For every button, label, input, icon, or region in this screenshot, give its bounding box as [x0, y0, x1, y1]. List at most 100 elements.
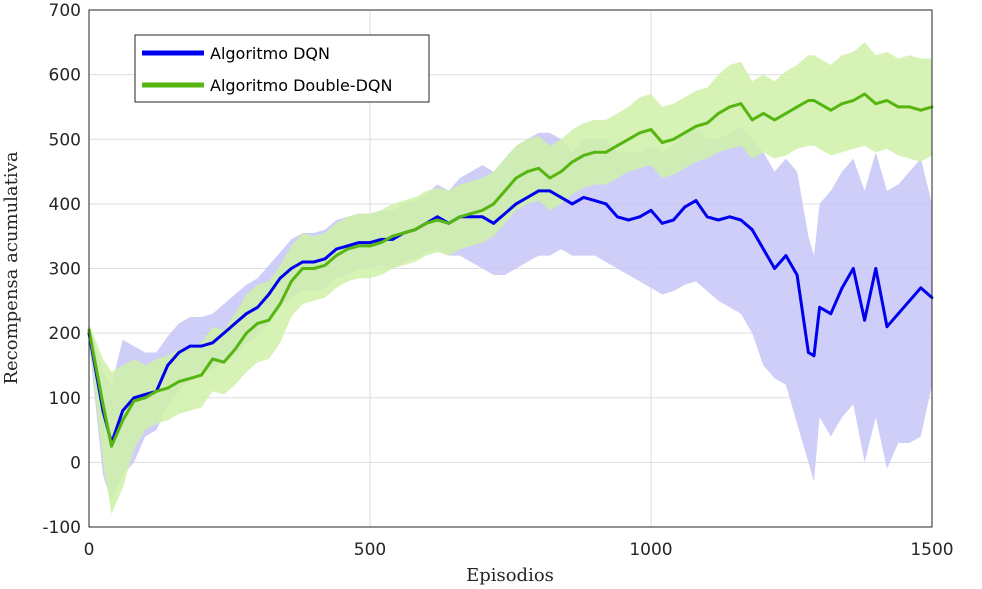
point-dqn [188, 344, 192, 348]
point-dqn [773, 267, 776, 270]
point-double-dqn [211, 357, 215, 361]
point-double-dqn [424, 221, 428, 225]
point-dqn [851, 267, 855, 270]
point-double-dqn [919, 108, 923, 112]
point-double-dqn [705, 121, 709, 125]
y-tick-labels: -100 0 100 200 300 400 500 600 700 [42, 1, 81, 538]
point-dqn [121, 409, 125, 413]
point-double-dqn [559, 170, 563, 174]
point-double-dqn [863, 92, 866, 96]
point-dqn [627, 218, 630, 222]
point-dqn [312, 260, 316, 264]
point-double-dqn [807, 99, 810, 102]
point-dqn [166, 364, 170, 367]
point-double-dqn [492, 202, 495, 206]
y-tick-label: 300 [49, 260, 81, 280]
y-axis-label: Recompensa acumulativa [1, 151, 22, 384]
point-double-dqn [593, 150, 597, 154]
band-double-dqn [89, 42, 932, 515]
point-dqn [177, 351, 181, 354]
point-dqn [357, 241, 361, 245]
point-double-dqn [672, 137, 675, 141]
point-dqn [694, 199, 698, 203]
y-tick-label: -100 [42, 518, 81, 538]
point-double-dqn [110, 444, 113, 448]
point-double-dqn [604, 150, 608, 154]
point-double-dqn [537, 166, 540, 170]
point-double-dqn [368, 244, 372, 248]
point-double-dqn [312, 267, 316, 270]
point-dqn [548, 189, 552, 193]
point-dqn [211, 341, 215, 345]
y-tick-label: 600 [49, 66, 81, 86]
point-double-dqn [627, 137, 630, 141]
point-double-dqn [818, 102, 821, 106]
series-lines [87, 92, 934, 448]
point-dqn [750, 228, 754, 232]
legend-label-dqn: Algoritmo DQN [210, 44, 330, 63]
point-double-dqn [256, 322, 259, 325]
point-double-dqn [660, 141, 664, 144]
point-double-dqn [885, 99, 889, 102]
point-double-dqn [301, 267, 304, 270]
point-double-dqn [812, 99, 816, 102]
point-double-dqn [874, 102, 878, 106]
point-dqn [649, 208, 653, 212]
y-tick-label: 100 [49, 389, 81, 409]
point-dqn [289, 267, 293, 270]
point-dqn [739, 218, 743, 222]
point-double-dqn [233, 347, 237, 351]
point-double-dqn [503, 189, 507, 193]
point-double-dqn [896, 105, 900, 109]
legend: Algoritmo DQN Algoritmo Double-DQN [134, 34, 430, 103]
point-dqn [323, 257, 327, 261]
point-double-dqn [762, 112, 765, 115]
point-dqn [537, 189, 540, 193]
point-dqn [795, 273, 799, 277]
point-dqn [896, 312, 900, 316]
plot-frame [88, 9, 933, 528]
point-double-dqn [289, 280, 293, 283]
point-double-dqn [750, 118, 754, 122]
x-tick-label: 1500 [910, 540, 953, 560]
point-dqn [908, 299, 911, 303]
point-double-dqn [267, 318, 271, 322]
point-dqn [391, 238, 394, 241]
point-dqn [863, 318, 866, 322]
point-dqn [812, 354, 816, 358]
point-dqn [222, 331, 226, 335]
point-double-dqn [694, 124, 698, 128]
point-double-dqn [851, 99, 855, 102]
point-dqn [200, 344, 203, 348]
point-double-dqn [334, 254, 338, 257]
point-double-dqn [166, 386, 170, 390]
point-double-dqn [413, 228, 417, 232]
point-double-dqn [469, 212, 473, 216]
x-tick-label: 1000 [629, 540, 672, 560]
point-double-dqn [132, 399, 136, 403]
y-tick-label: 500 [49, 130, 81, 150]
point-double-dqn [615, 144, 619, 148]
x-tick-label: 500 [354, 540, 386, 560]
point-double-dqn [582, 154, 585, 157]
point-double-dqn [447, 221, 451, 225]
point-double-dqn [570, 160, 574, 164]
point-dqn [840, 286, 844, 290]
point-double-dqn [458, 215, 462, 219]
legend-box [134, 34, 430, 103]
point-double-dqn [278, 302, 282, 306]
point-double-dqn [526, 170, 529, 174]
point-dqn [818, 305, 821, 309]
point-dqn [874, 267, 878, 270]
point-double-dqn [773, 118, 776, 122]
point-double-dqn [323, 263, 327, 267]
point-double-dqn [121, 419, 125, 422]
point-double-dqn [649, 128, 653, 132]
point-dqn [728, 215, 732, 219]
point-dqn [559, 196, 563, 199]
y-tick-label: 400 [49, 195, 81, 215]
point-dqn [638, 215, 642, 219]
point-double-dqn [784, 112, 788, 115]
point-dqn [278, 276, 282, 280]
point-dqn [705, 215, 709, 219]
